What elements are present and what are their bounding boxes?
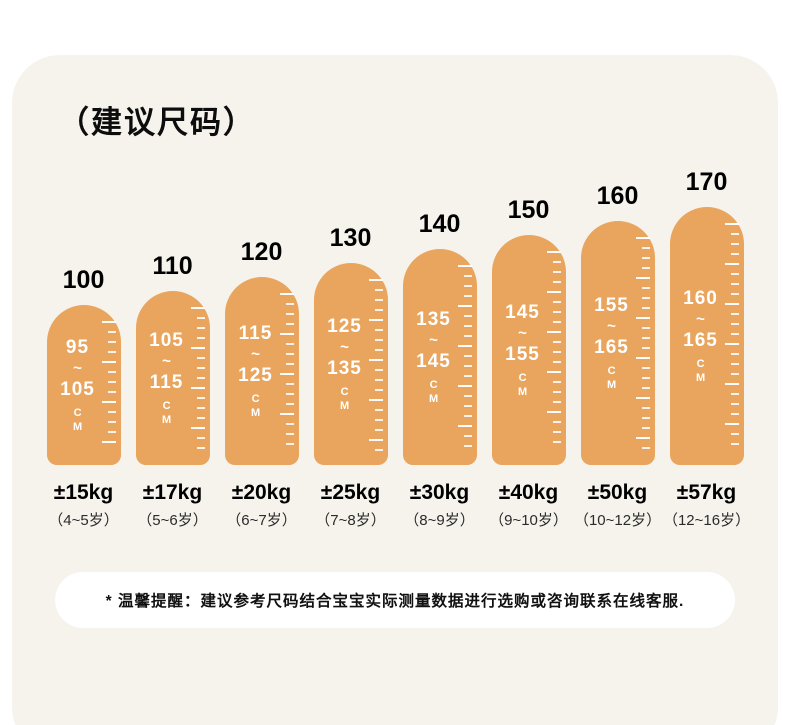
height-max: 105	[60, 379, 95, 401]
reminder-note: * 温馨提醒：建议参考尺码结合宝宝实际测量数据进行选购或咨询联系在线客服.	[55, 572, 735, 628]
height-bar: 105 ~ 115 CM	[135, 291, 210, 465]
weight-label: ±15kg	[53, 481, 114, 504]
height-range: 115 ~ 125 CM	[238, 321, 285, 421]
height-min: 95	[65, 337, 90, 359]
unit-cm: CM	[605, 364, 618, 393]
height-range: 105 ~ 115 CM	[149, 328, 196, 428]
height-bar: 125 ~ 135 CM	[313, 263, 388, 465]
age-label: （12~16岁）	[662, 512, 751, 529]
unit-cm: CM	[427, 378, 440, 407]
tilde: ~	[696, 310, 705, 328]
weight-label: ±25kg	[320, 481, 381, 504]
tilde: ~	[429, 331, 438, 349]
ruler-ticks-icon	[457, 265, 472, 451]
tilde: ~	[73, 359, 82, 377]
height-min: 105	[149, 330, 184, 352]
height-max: 125	[238, 365, 273, 387]
tilde: ~	[340, 338, 349, 356]
age-label: （9~10岁）	[489, 512, 568, 529]
size-column: 150 145 ~ 155 CM ±40kg （9~10岁）	[489, 196, 568, 530]
ruler-ticks-icon	[546, 251, 561, 451]
tilde: ~	[607, 317, 616, 335]
weight-label: ±20kg	[231, 481, 292, 504]
height-max: 155	[505, 344, 540, 366]
tilde: ~	[251, 345, 260, 363]
size-label: 120	[240, 238, 283, 266]
height-range: 160 ~ 165 CM	[683, 286, 730, 386]
unit-cm: CM	[338, 385, 351, 414]
height-min: 115	[238, 323, 273, 345]
size-column: 110 105 ~ 115 CM ±17kg （5~6岁）	[135, 252, 211, 530]
weight-label: ±57kg	[676, 481, 737, 504]
height-bar: 145 ~ 155 CM	[491, 235, 566, 465]
unit-cm: CM	[516, 371, 529, 400]
height-range: 145 ~ 155 CM	[505, 300, 552, 400]
size-column: 140 135 ~ 145 CM ±30kg （8~9岁）	[402, 210, 478, 530]
age-label: （6~7岁）	[226, 512, 297, 529]
height-min: 135	[416, 309, 451, 331]
ruler-ticks-icon	[724, 223, 739, 451]
height-max: 165	[683, 330, 718, 352]
ruler-ticks-icon	[190, 307, 205, 451]
height-bar: 95 ~ 105 CM	[46, 305, 121, 465]
weight-label: ±30kg	[409, 481, 470, 504]
weight-label: ±50kg	[587, 481, 648, 504]
size-label: 100	[62, 266, 105, 294]
unit-cm: CM	[694, 357, 707, 386]
height-max: 165	[594, 337, 629, 359]
height-max: 145	[416, 351, 451, 373]
height-bar: 155 ~ 165 CM	[580, 221, 655, 465]
height-bar: 115 ~ 125 CM	[224, 277, 299, 465]
age-label: （7~8岁）	[315, 512, 386, 529]
size-column: 100 95 ~ 105 CM ±15kg （4~5岁）	[46, 266, 122, 530]
unit-cm: CM	[160, 399, 173, 428]
height-min: 155	[594, 295, 629, 317]
ruler-ticks-icon	[279, 293, 294, 451]
height-range: 155 ~ 165 CM	[594, 293, 641, 393]
height-min: 160	[683, 288, 718, 310]
height-range: 95 ~ 105 CM	[60, 335, 107, 435]
age-label: （8~9岁）	[404, 512, 475, 529]
age-label: （10~12岁）	[573, 512, 662, 529]
weight-label: ±40kg	[498, 481, 559, 504]
size-label: 160	[596, 182, 639, 210]
size-label: 110	[152, 252, 193, 280]
height-bar: 160 ~ 165 CM	[669, 207, 744, 465]
height-range: 125 ~ 135 CM	[327, 314, 374, 414]
age-label: （4~5岁）	[48, 512, 119, 529]
size-column: 120 115 ~ 125 CM ±20kg （6~7岁）	[224, 238, 300, 530]
height-max: 135	[327, 358, 362, 380]
unit-cm: CM	[249, 392, 262, 421]
tilde: ~	[518, 324, 527, 342]
tilde: ~	[162, 352, 171, 370]
size-column: 130 125 ~ 135 CM ±25kg （7~8岁）	[313, 224, 389, 530]
size-label: 170	[685, 168, 728, 196]
height-min: 145	[505, 302, 540, 324]
size-column: 160 155 ~ 165 CM ±50kg （10~12岁）	[574, 182, 661, 530]
size-label: 140	[418, 210, 461, 238]
height-min: 125	[327, 316, 362, 338]
height-range: 135 ~ 145 CM	[416, 307, 463, 407]
ruler-ticks-icon	[635, 237, 650, 451]
unit-cm: CM	[71, 406, 84, 435]
size-column: 170 160 ~ 165 CM ±57kg （12~16岁）	[663, 168, 750, 530]
weight-label: ±17kg	[142, 481, 203, 504]
height-max: 115	[149, 372, 184, 394]
age-label: （5~6岁）	[137, 512, 208, 529]
height-bar: 135 ~ 145 CM	[402, 249, 477, 465]
size-guide-card: （建议尺码） 100 95 ~ 105 CM ±15kg （4~5岁） 110 …	[12, 55, 778, 725]
size-label: 150	[507, 196, 550, 224]
size-chart: 100 95 ~ 105 CM ±15kg （4~5岁） 110 105 ~ 1…	[12, 168, 778, 530]
ruler-ticks-icon	[368, 279, 383, 451]
size-label: 130	[329, 224, 372, 252]
ruler-ticks-icon	[101, 321, 116, 451]
page-title: （建议尺码）	[58, 105, 256, 140]
